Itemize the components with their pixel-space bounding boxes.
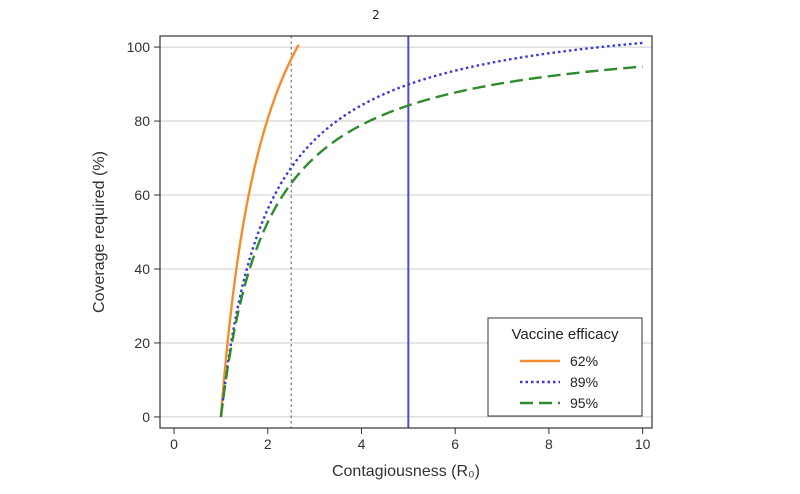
legend-items: 62% 89% 95% — [520, 353, 598, 411]
plot-frame — [159, 35, 653, 429]
x-tick-label: 10 — [635, 436, 651, 452]
legend-label: 95% — [570, 395, 598, 411]
reference-lines — [290, 36, 410, 428]
x-tick-label: 6 — [451, 436, 459, 452]
legend-box — [487, 317, 643, 417]
x-axis-label: Contagiousness (R₀) — [332, 463, 480, 480]
legend: Vaccine efficacy 62% 89% 95% — [487, 317, 643, 417]
y-axis-ticks: 0 20 40 60 80 100 — [127, 39, 160, 425]
y-tick-label: 40 — [134, 261, 150, 277]
x-tick-label: 0 — [170, 436, 178, 452]
series-line — [219, 44, 300, 418]
y-tick-label: 100 — [127, 39, 151, 55]
legend-label: 62% — [570, 353, 598, 369]
legend-title: Vaccine efficacy — [512, 326, 619, 343]
page-number: 2 — [372, 8, 380, 22]
x-axis-ticks: 0 2 4 6 8 10 — [170, 428, 651, 452]
series-lines — [219, 41, 643, 418]
x-tick-label: 2 — [264, 436, 272, 452]
y-axis-label: Coverage required (%) — [91, 151, 108, 313]
series-line — [219, 65, 643, 418]
y-tick-label: 0 — [142, 409, 150, 425]
y-tick-label: 60 — [134, 187, 150, 203]
y-tick-label: 20 — [134, 335, 150, 351]
x-tick-label: 4 — [358, 436, 366, 452]
x-tick-label: 8 — [545, 436, 553, 452]
legend-label: 89% — [570, 374, 598, 390]
y-tick-label: 80 — [134, 113, 150, 129]
